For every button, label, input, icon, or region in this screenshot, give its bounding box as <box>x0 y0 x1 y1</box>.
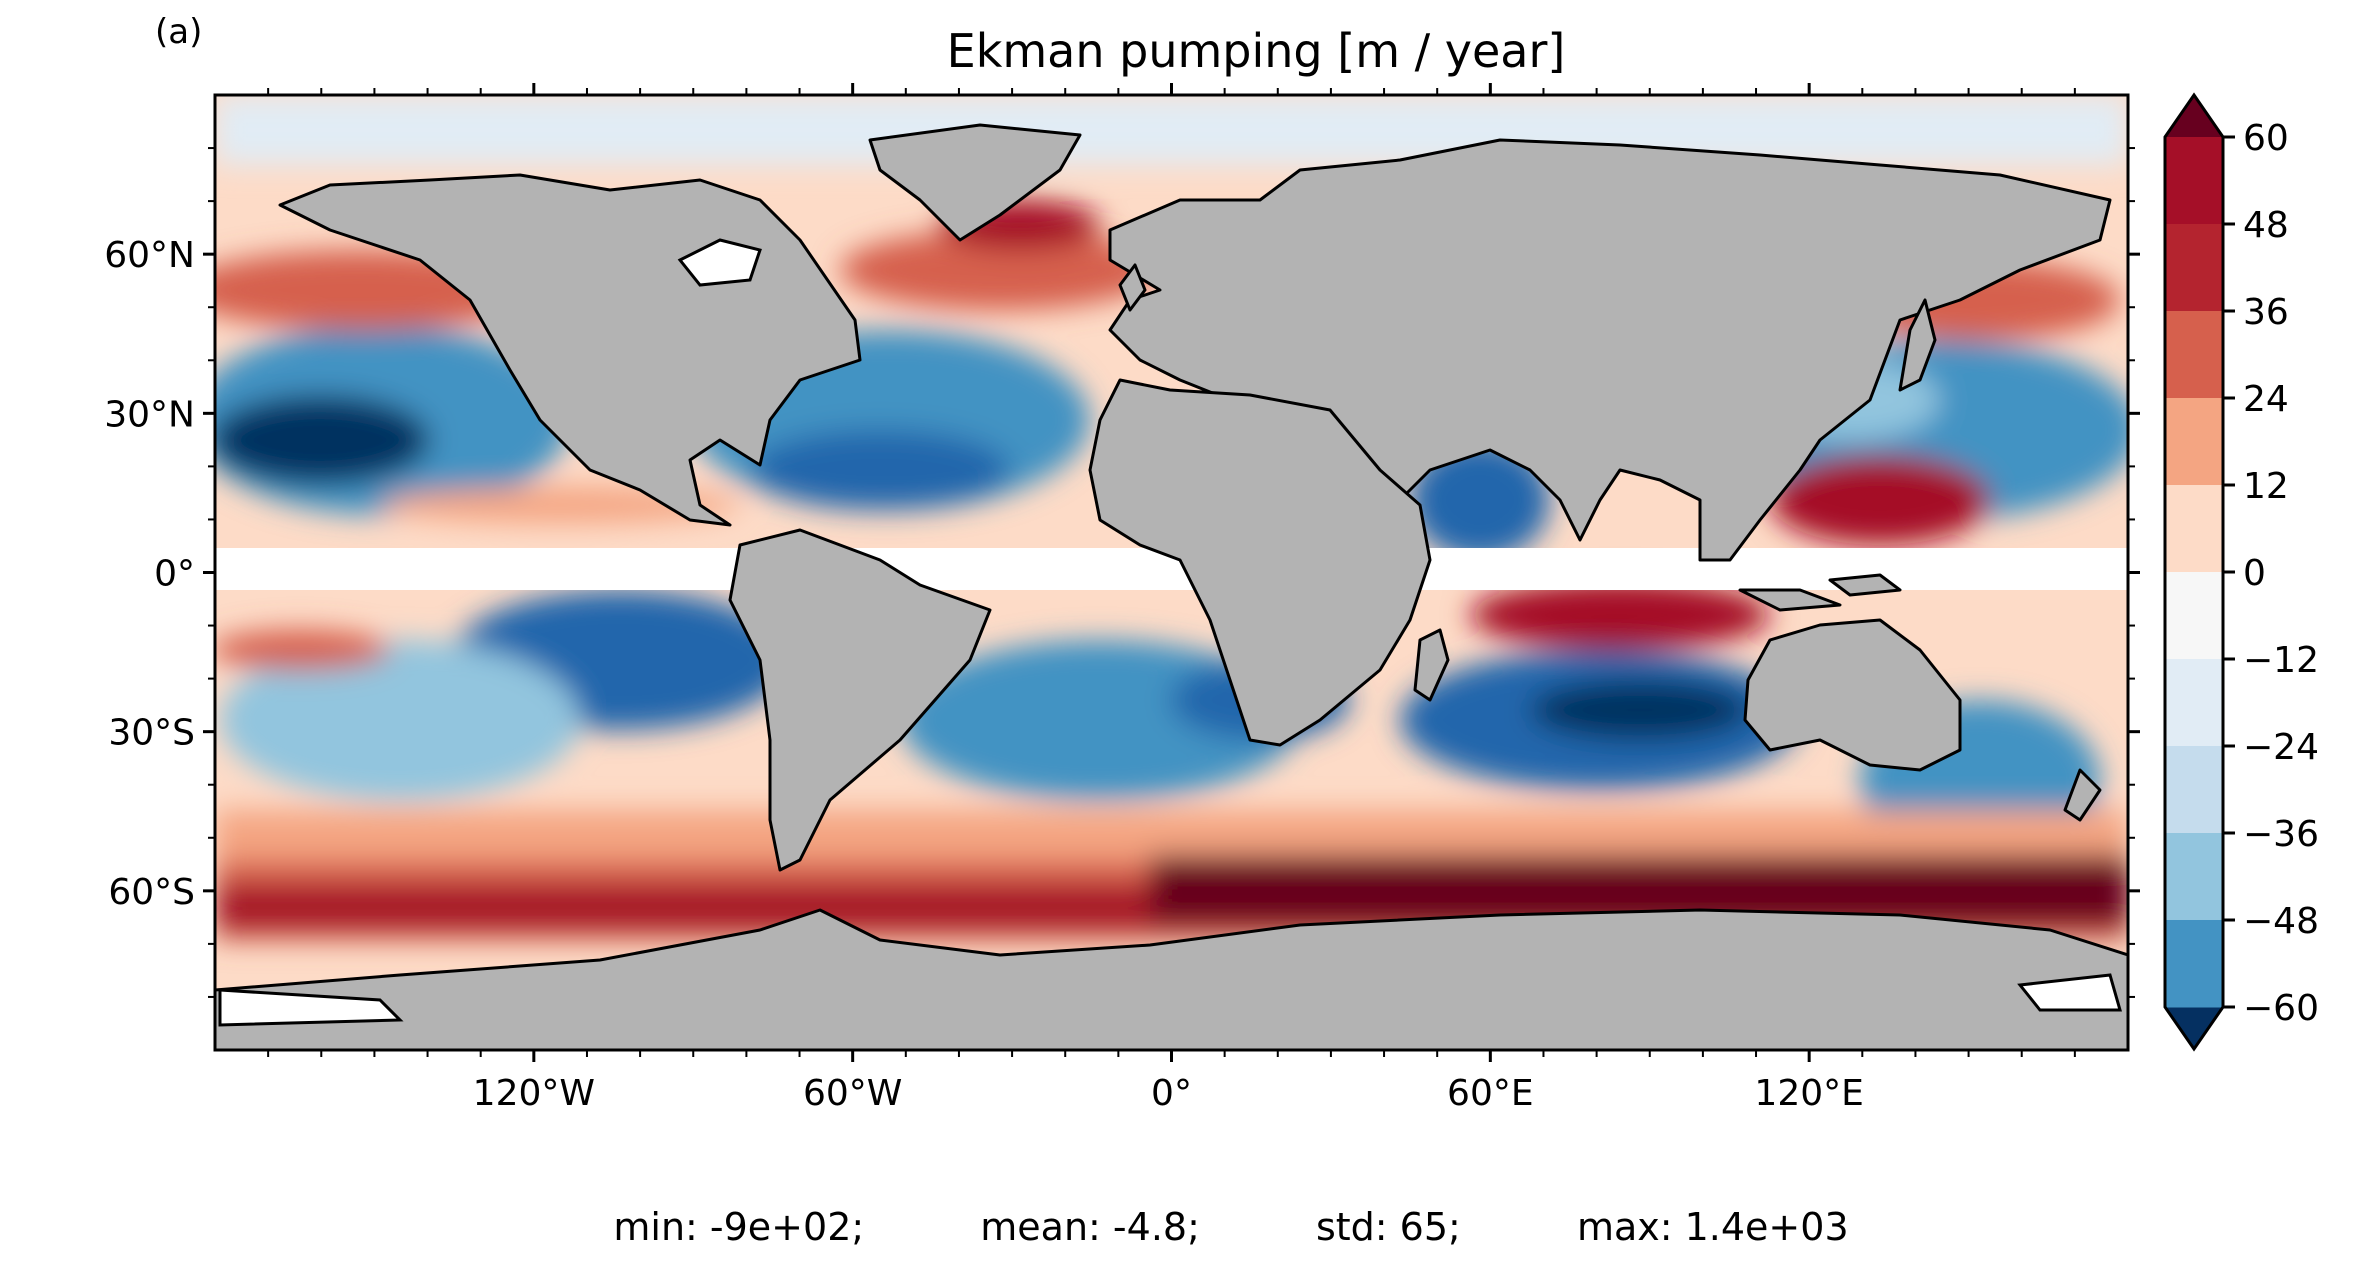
colorbar-tick-label: 48 <box>2243 205 2289 246</box>
colorbar-tick-label: 24 <box>2243 379 2289 420</box>
lon-tick-label: 60°E <box>1447 1073 1534 1114</box>
lon-tick-label: 120°E <box>1754 1073 1863 1114</box>
stat-min: min: -9e+02; <box>613 1205 865 1249</box>
colorbar-bin <box>2165 746 2223 834</box>
antarctica <box>215 908 2128 1050</box>
lat-tick-label: 60°N <box>104 235 195 276</box>
colorbar-bin <box>2165 485 2223 573</box>
uk <box>1118 263 1147 312</box>
longitude-axis: 120°W 60°W 0° 60°E 120°E <box>267 83 2076 1114</box>
lat-tick-label: 0° <box>154 554 195 595</box>
south-america <box>728 528 992 872</box>
colorbar-bin <box>2165 833 2223 921</box>
colorbar-bin <box>2165 398 2223 486</box>
colorbar-tick-label: −36 <box>2243 814 2319 855</box>
sea-ice <box>218 238 2122 1027</box>
colorbar-bin <box>2165 224 2223 312</box>
colorbar-upper-extension <box>2165 95 2223 137</box>
colorbar-bin <box>2165 311 2223 399</box>
colorbar-tick-label: 60 <box>2243 118 2289 159</box>
greenland <box>868 123 1082 242</box>
lat-tick-label: 60°S <box>108 872 195 913</box>
new-zealand <box>2063 768 2102 822</box>
colorbar-tick-label: 36 <box>2243 292 2289 333</box>
colorbar-tick-label: −60 <box>2243 988 2319 1029</box>
colorbar-tick-label: −48 <box>2243 901 2319 942</box>
lon-tick-label: 0° <box>1151 1073 1192 1114</box>
colorbar-tick-label: 12 <box>2243 466 2289 507</box>
africa <box>1088 378 1432 747</box>
lon-tick-label: 60°W <box>803 1073 902 1114</box>
lat-tick-label: 30°S <box>108 713 195 754</box>
stat-max: max: 1.4e+03 <box>1576 1205 1849 1249</box>
madagascar <box>1413 628 1450 702</box>
colorbar-bin <box>2165 659 2223 747</box>
colorbar: 60 48 36 24 12 0 −12 −24 −36 −48 −60 <box>2163 92 2319 1052</box>
colorbar-tick-label: −24 <box>2243 727 2319 768</box>
continents <box>215 123 2128 1050</box>
lon-tick-label: 120°W <box>473 1073 595 1114</box>
stat-std: std: 65; <box>1315 1205 1461 1249</box>
map-title: Ekman pumping [m / year] <box>946 24 1566 78</box>
stat-mean: mean: -4.8; <box>980 1205 1200 1249</box>
stats-line: min: -9e+02; mean: -4.8; std: 65; max: 1… <box>0 1205 2362 1249</box>
colorbar-bin <box>2165 137 2223 225</box>
panel-label: (a) <box>155 12 203 52</box>
australia <box>1743 618 1962 772</box>
lat-tick-label: 30°N <box>104 394 195 435</box>
colorbar-bin <box>2165 572 2223 660</box>
indonesia <box>1738 573 1902 612</box>
japan <box>1898 298 1937 392</box>
colorbar-bin <box>2165 920 2223 1008</box>
latitude-axis: 60°N 30°N 0° 30°S 60°S <box>104 147 2140 998</box>
colorbar-tick-label: −12 <box>2243 640 2319 681</box>
colorbar-tick-label: 0 <box>2243 553 2266 594</box>
colorbar-lower-extension <box>2165 1007 2223 1049</box>
